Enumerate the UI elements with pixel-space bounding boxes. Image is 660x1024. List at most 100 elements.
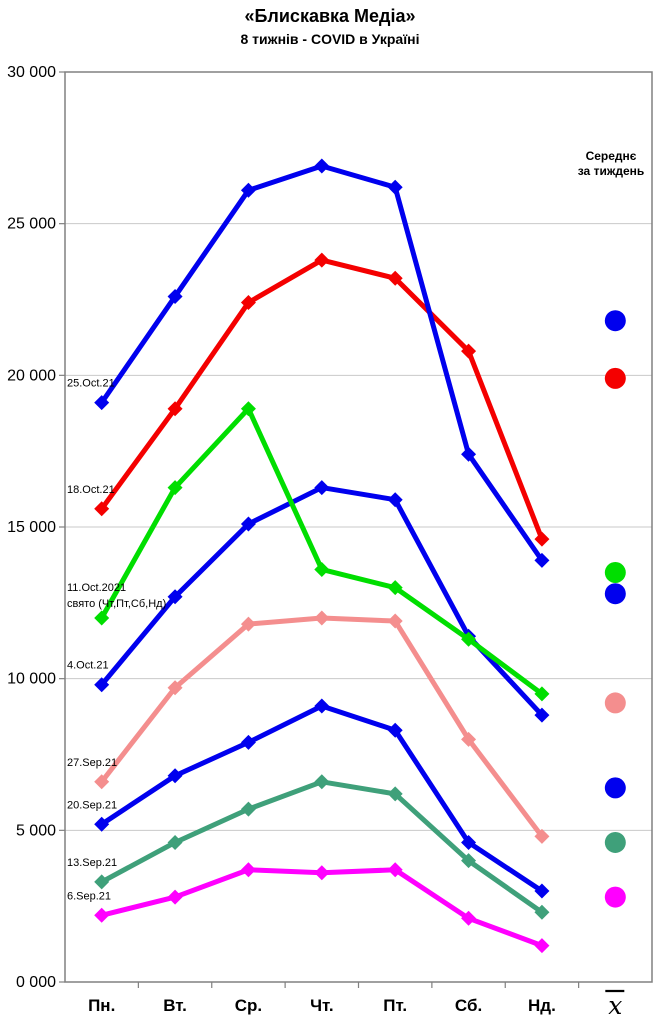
x-axis-label: Ср. — [235, 996, 262, 1015]
series-line — [99, 406, 545, 697]
data-point-marker — [387, 613, 403, 629]
data-point-marker — [240, 401, 256, 417]
data-point-marker — [387, 270, 403, 286]
data-point-marker — [387, 179, 403, 195]
series-line — [99, 867, 545, 949]
y-axis-label: 15 000 — [7, 519, 56, 536]
data-point-marker — [534, 883, 550, 899]
week-label: 4.Oct.21 — [67, 660, 109, 672]
x-axis-label: Вт. — [163, 996, 187, 1015]
data-point-marker — [534, 828, 550, 844]
week-label: 27.Sep.21 — [67, 757, 117, 769]
x-axis-label: Пт. — [383, 996, 407, 1015]
data-point-marker — [167, 834, 183, 850]
data-point-marker — [314, 698, 330, 714]
data-point-marker — [314, 561, 330, 577]
data-point-marker — [314, 480, 330, 496]
data-point-marker — [314, 252, 330, 268]
data-point-marker — [167, 589, 183, 605]
data-point-marker — [240, 516, 256, 532]
series-11.Oct.2021: 11.Oct.2021 свято (Чт,Пт,Сб,Нд) — [67, 401, 626, 702]
week-label: 25.Oct.21 — [67, 378, 115, 390]
data-point-marker — [461, 446, 477, 462]
week-average-dot — [604, 367, 626, 389]
week-average-dot — [604, 562, 626, 583]
series-18.Oct.21: 18.Oct.21 — [67, 252, 626, 547]
data-point-marker — [240, 801, 256, 817]
series-line — [99, 485, 545, 718]
data-point-marker — [461, 834, 477, 850]
y-axis-label: 20 000 — [7, 367, 56, 384]
week-label: 20.Sep.21 — [67, 799, 117, 811]
data-point-marker — [94, 677, 110, 693]
x-axis: Пн. Вт. Ср. Чт. Пт. Сб. Нд. x — [88, 982, 625, 1020]
data-point-marker — [534, 707, 550, 723]
data-point-marker — [387, 492, 403, 508]
data-point-marker — [94, 816, 110, 832]
series-6.Sep.21: 6.Sep.21 — [67, 862, 626, 954]
data-point-marker — [167, 480, 183, 496]
series-25.Oct.21: 25.Oct.21 — [67, 158, 626, 568]
data-point-marker — [240, 862, 256, 878]
data-point-marker — [240, 295, 256, 311]
data-point-marker — [240, 616, 256, 632]
data-point-marker — [387, 862, 403, 878]
data-point-marker — [387, 722, 403, 738]
data-point-marker — [314, 865, 330, 881]
data-point-marker — [167, 288, 183, 304]
week-label: 6.Sep.21 — [67, 890, 111, 902]
data-point-marker — [314, 774, 330, 790]
data-point-marker — [94, 907, 110, 923]
legend-title-line2: за тиждень — [577, 164, 645, 178]
data-point-marker — [167, 889, 183, 905]
data-point-marker — [94, 501, 110, 517]
data-point-marker — [387, 786, 403, 802]
data-point-marker — [167, 401, 183, 417]
data-point-marker — [167, 768, 183, 784]
data-point-marker — [461, 731, 477, 747]
x-axis-label: Чт. — [310, 996, 334, 1015]
chart-title: «Блискавка Медіа» — [244, 6, 416, 26]
data-point-marker — [240, 182, 256, 198]
data-point-marker — [534, 686, 550, 702]
gridlines — [65, 223, 652, 831]
data-point-marker — [534, 552, 550, 568]
data-point-marker — [314, 158, 330, 174]
data-point-marker — [387, 580, 403, 596]
week-label: 13.Sep.21 — [67, 857, 117, 869]
data-point-marker — [534, 938, 550, 954]
data-point-marker — [461, 853, 477, 869]
data-point-marker — [534, 531, 550, 547]
data-point-marker — [534, 904, 550, 920]
data-point-marker — [314, 610, 330, 626]
legend-title: Середнє за тиждень — [553, 149, 660, 179]
week-label: 11.Oct.2021 — [67, 582, 126, 594]
x-axis-label: Сб. — [455, 996, 482, 1015]
week-label-annotation: свято (Чт,Пт,Сб,Нд) — [67, 598, 166, 610]
x-axis-label: Нд. — [528, 996, 556, 1015]
series-20.Sep.21: 20.Sep.21 — [67, 698, 626, 899]
y-axis-label: 10 000 — [7, 671, 56, 688]
series-line — [99, 615, 545, 839]
y-axis: 0 000 5 000 10 000 15 000 20 000 25 000 30 000 — [7, 64, 65, 991]
legend-title-line1: Середнє — [585, 149, 637, 163]
data-point-marker — [240, 734, 256, 750]
week-average-dot — [604, 886, 626, 908]
series-27.Sep.21: 27.Sep.21 — [67, 610, 626, 844]
week-average-dot — [604, 310, 626, 332]
y-axis-label: 5 000 — [16, 822, 56, 839]
data-point-marker — [461, 631, 477, 647]
data-point-marker — [94, 610, 110, 626]
data-point-marker — [94, 395, 110, 411]
data-point-marker — [167, 680, 183, 696]
y-axis-label: 30 000 — [7, 64, 56, 81]
data-point-marker — [94, 774, 110, 790]
week-label: 18.Oct.21 — [67, 484, 115, 496]
y-axis-label: 0 000 — [16, 974, 56, 991]
week-average-dot — [604, 692, 626, 714]
chart-subtitle: 8 тижнів - COVID в Україні — [240, 31, 420, 47]
series-13.Sep.21: 13.Sep.21 — [67, 774, 626, 920]
series-4.Oct.21: 4.Oct.21 — [67, 480, 626, 723]
